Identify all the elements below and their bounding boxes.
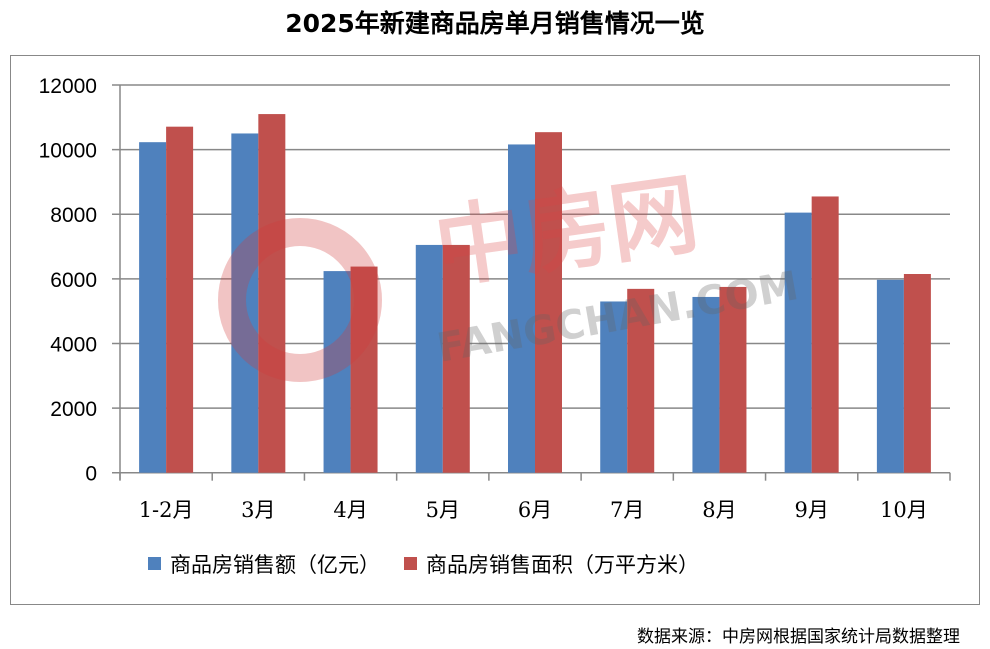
legend-label: 商品房销售额（亿元） [170,553,380,577]
y-tick-label: 8000 [50,204,97,227]
chart-frame [10,55,980,605]
y-tick-label: 2000 [50,398,97,421]
x-tick-label: 6月 [518,498,552,522]
source-note: 数据来源：中房网根据国家统计局数据整理 [637,627,960,647]
bar-area-1-2月 [166,126,194,473]
x-tick-label: 1-2月 [139,498,194,522]
x-tick-label: 3月 [241,498,275,522]
bar-sales-6月 [508,144,535,473]
bar-sales-9月 [784,212,812,473]
bar-area-10月 [903,274,931,473]
bar-area-5月 [442,244,470,473]
y-tick-label: 0 [85,463,97,486]
x-tick-label: 7月 [610,498,644,522]
watermark-logo-icon [218,218,382,382]
bar-sales-7月 [600,301,628,473]
y-tick-label: 6000 [50,269,97,292]
bar-sales-1-2月 [139,142,167,473]
bar-sales-4月 [323,271,351,473]
bar-area-3月 [258,114,286,473]
bar-area-6月 [535,132,562,473]
bar-area-9月 [811,196,839,473]
legend-swatch [148,557,161,570]
watermark-text: 中房网 [429,162,705,301]
legend-label: 商品房销售面积（万平方米） [426,553,699,577]
x-tick-label: 5月 [426,498,460,522]
bar-area-4月 [350,266,378,473]
x-tick-label: 8月 [702,498,736,522]
x-tick-label: 4月 [333,498,367,522]
bar-sales-5月 [415,244,443,473]
y-tick-label: 12000 [39,75,97,98]
bar-sales-8月 [692,296,720,473]
chart-title: 2025年新建商品房单月销售情况一览 [285,9,705,38]
legend-swatch [404,557,417,570]
bar-area-7月 [627,288,655,473]
y-tick-label: 4000 [50,333,97,356]
bar-area-8月 [719,286,747,473]
bar-sales-3月 [231,133,259,473]
x-tick-label: 10月 [880,498,928,522]
bar-sales-10月 [876,279,904,473]
y-tick-label: 10000 [39,140,97,163]
x-tick-label: 9月 [794,498,828,522]
